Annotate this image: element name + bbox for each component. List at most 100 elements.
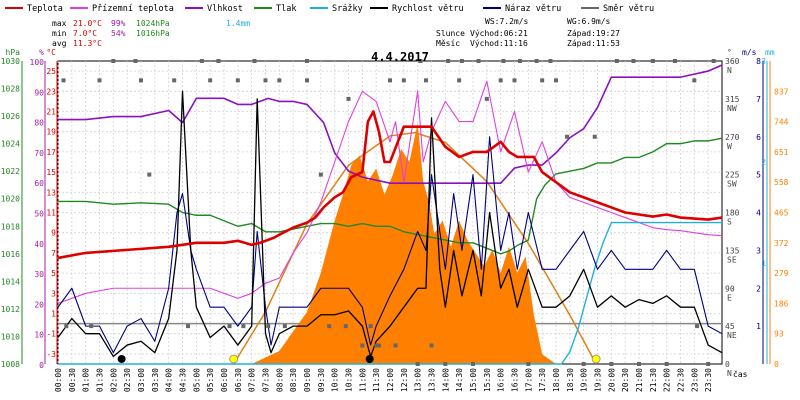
wind-direction-point xyxy=(484,96,489,101)
solar-tick-label: 186 xyxy=(774,299,789,308)
x-tick-label: 08:00 xyxy=(275,368,284,392)
x-tick-label: 07:00 xyxy=(248,368,257,392)
wind-direction-point xyxy=(459,59,464,63)
humidity-line xyxy=(58,64,723,184)
temperature-line xyxy=(57,110,723,260)
temp-tick-label: 5 xyxy=(51,269,56,278)
mm-tick-label: 3 xyxy=(761,57,766,66)
x-tick-label: 00:30 xyxy=(68,368,77,392)
wind-direction-point xyxy=(664,362,669,366)
wind-direction-point xyxy=(706,362,711,366)
astro-rise: Východ:11:16 xyxy=(470,39,528,48)
x-tick-label: 21:30 xyxy=(649,368,658,392)
dir-tick-name: S xyxy=(727,218,732,227)
temp-tick-label: 9 xyxy=(51,229,56,238)
solar-tick-label: 558 xyxy=(774,178,789,187)
temp-tick-label: 15 xyxy=(46,168,56,177)
solar-radiation-area xyxy=(251,122,556,364)
x-tick-label: 09:30 xyxy=(317,368,326,392)
pct-tick-label: 100 xyxy=(30,58,45,67)
hpa-tick-label: 1014 xyxy=(1,277,20,286)
dir-tick-name: NE xyxy=(727,331,737,340)
hpa-tick-label: 1018 xyxy=(1,222,20,231)
dir-tick-label: 360 xyxy=(725,57,740,66)
wind-direction-point xyxy=(216,59,221,63)
wind-direction-point xyxy=(388,78,392,83)
chart-title: 4.4.2017 xyxy=(371,50,429,64)
wind-direction-point xyxy=(139,78,143,83)
stat-humidity: 99% xyxy=(111,19,126,28)
pct-tick-label: 50 xyxy=(34,210,44,219)
temp-tick-label: 7 xyxy=(51,249,56,258)
series-layer xyxy=(57,64,723,365)
wind-direction-point xyxy=(186,324,191,329)
wind-direction-point xyxy=(61,78,66,83)
ms-tick-label: 8 xyxy=(756,57,761,66)
wind-direction-point xyxy=(266,324,271,329)
dir-tick-name: N xyxy=(727,66,732,75)
astro-label: Slunce xyxy=(436,29,465,38)
solar-tick-label: 837 xyxy=(774,87,789,96)
ms-tick-label: 2 xyxy=(756,284,761,293)
x-tick-label: 13:30 xyxy=(428,368,437,392)
wind-direction-point xyxy=(401,78,406,83)
x-axis-label: čas xyxy=(733,369,748,379)
stat-temp: 21.0°C xyxy=(73,19,102,28)
wind-direction-point xyxy=(241,324,246,329)
wind-direction-point xyxy=(592,134,597,139)
legend-label: Tlak xyxy=(276,4,296,14)
x-tick-label: 11:00 xyxy=(358,368,367,392)
dir-tick-label: 225 xyxy=(725,171,740,180)
x-tick-label: 00:00 xyxy=(54,368,63,392)
solar-tick-label: 93 xyxy=(774,330,784,339)
x-tick-label: 05:00 xyxy=(192,368,201,392)
pct-tick-label: 20 xyxy=(34,300,44,309)
pct-tick-label: 60 xyxy=(34,179,44,188)
x-tick-label: 17:00 xyxy=(524,368,533,392)
temp-tick-label: -3 xyxy=(46,350,56,359)
wind-direction-point xyxy=(446,59,451,63)
wind-direction-point xyxy=(208,78,213,83)
gust-line xyxy=(57,136,723,354)
hpa-tick-label: 1020 xyxy=(1,195,20,204)
wind-direction-point xyxy=(346,96,351,101)
dir-tick-label: 90 xyxy=(725,284,735,293)
x-tick-label: 04:00 xyxy=(165,368,174,392)
info-layer: max 21.0°C 99% 1024hPa 1.4mm min 7.0°C 54% 1016h… xyxy=(52,17,620,48)
wind-direction-point xyxy=(518,59,523,63)
dir-tick-label: 315 xyxy=(725,95,740,104)
stat-temp: 11.3°C xyxy=(73,39,102,48)
ms-tick-label: 6 xyxy=(756,133,761,142)
stat-pressure: 1016hPa xyxy=(136,29,170,38)
x-tick-label: 20:00 xyxy=(607,368,616,392)
wind-direction-point xyxy=(327,324,332,329)
dir-tick-label: 180 xyxy=(725,209,740,218)
wind-direction-point xyxy=(548,59,553,63)
x-tick-label: 19:30 xyxy=(594,368,603,392)
mm-unit-label: mm xyxy=(765,48,775,57)
wind-direction-point xyxy=(631,59,636,63)
wind-direction-point xyxy=(443,362,448,366)
temp-unit-label: °C xyxy=(46,48,56,57)
pct-tick-label: 30 xyxy=(34,270,44,279)
x-tick-label: 18:30 xyxy=(566,368,575,392)
stat-label: avg xyxy=(52,39,67,48)
wind-speed-line xyxy=(57,90,723,358)
astro-set: Západ:19:27 xyxy=(567,29,620,38)
wind-direction-point xyxy=(534,59,539,63)
dir-tick-name: E xyxy=(727,293,732,302)
hpa-tick-label: 1012 xyxy=(1,305,20,314)
wind-direction-point xyxy=(252,59,257,63)
mm-tick-label: 1 xyxy=(761,259,766,268)
wind-direction-point xyxy=(393,343,398,348)
dir-tick-name: N xyxy=(727,369,732,378)
hpa-tick-label: 1010 xyxy=(1,332,20,341)
temp-tick-label: 13 xyxy=(46,188,56,197)
stat-label: max xyxy=(52,19,67,28)
wind-direction-point xyxy=(147,172,152,177)
x-tick-label: 05:30 xyxy=(206,368,215,392)
x-tick-label: 16:30 xyxy=(511,368,520,392)
pct-tick-label: 70 xyxy=(34,149,44,158)
x-tick-label: 03:00 xyxy=(137,368,146,392)
x-tick-label: 15:30 xyxy=(483,368,492,392)
